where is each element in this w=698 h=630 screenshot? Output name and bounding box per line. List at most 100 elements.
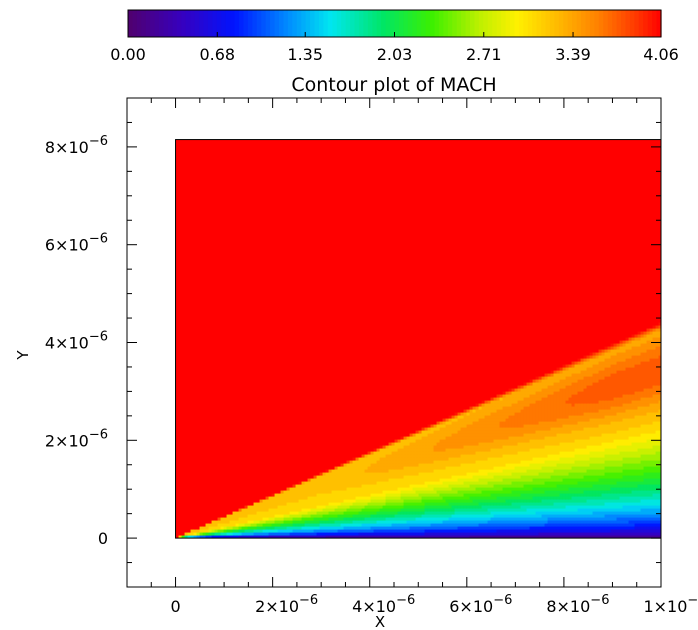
contour-cell [577, 481, 582, 486]
contour-cell [508, 514, 513, 519]
contour-cell [421, 475, 426, 480]
colorbar-strip [301, 10, 307, 37]
contour-cell [436, 442, 441, 447]
contour-cell [484, 454, 489, 459]
contour-cell [526, 451, 531, 456]
contour-cell [490, 472, 495, 477]
contour-cell [565, 370, 570, 375]
contour-cell [307, 523, 312, 528]
contour-cell [358, 517, 363, 522]
contour-cell [532, 463, 537, 468]
contour-cell [349, 499, 354, 504]
contour-cell [472, 415, 477, 420]
contour-cell [343, 472, 348, 477]
contour-cell [280, 529, 285, 534]
contour-cell [472, 469, 477, 474]
contour-cell [352, 460, 357, 465]
contour-cell [427, 481, 432, 486]
contour-cell [511, 430, 516, 435]
contour-cell [565, 532, 570, 537]
colorbar-strip [576, 10, 582, 37]
contour-cell [337, 484, 342, 489]
contour-cell [394, 520, 399, 525]
contour-cell [559, 499, 564, 504]
colorbar-strip [514, 10, 520, 37]
contour-cell [550, 463, 555, 468]
contour-cell [499, 454, 504, 459]
contour-cell [421, 526, 426, 531]
contour-cell [529, 457, 534, 462]
contour-cell [319, 505, 324, 510]
contour-cell [526, 445, 531, 450]
contour-cell [547, 424, 552, 429]
contour-cell [220, 535, 225, 539]
contour-cell [427, 433, 432, 438]
contour-cell [376, 505, 381, 510]
contour-cell [523, 412, 528, 417]
contour-cell [598, 418, 603, 423]
contour-cell [424, 469, 429, 474]
contour-cell [595, 478, 600, 483]
contour-cell [352, 493, 357, 498]
contour-cell [550, 484, 555, 489]
contour-cell [538, 493, 543, 498]
colorbar-strip [132, 10, 138, 37]
contour-cell [553, 388, 558, 393]
contour-cell [364, 454, 369, 459]
contour-cell [481, 502, 486, 507]
contour-cell [412, 463, 417, 468]
contour-cell [472, 487, 477, 492]
contour-cell [334, 535, 339, 539]
contour-cell [490, 403, 495, 408]
contour-cell [568, 508, 573, 513]
contour-cell [511, 421, 516, 426]
contour-cell [553, 433, 558, 438]
contour-cell [454, 424, 459, 429]
contour-cell [610, 436, 615, 441]
contour-cell [325, 535, 330, 539]
contour-cell [604, 514, 609, 519]
contour-cell [397, 511, 402, 516]
contour-cell [535, 454, 540, 459]
contour-cell [601, 475, 606, 480]
contour-cell [235, 511, 240, 516]
contour-cell [259, 526, 264, 531]
contour-cell [487, 475, 492, 480]
contour-cell [592, 439, 597, 444]
contour-cell [367, 484, 372, 489]
contour-cell [517, 457, 522, 462]
contour-cell [238, 511, 243, 516]
contour-cell [556, 520, 561, 525]
contour-cell [289, 526, 294, 531]
contour-cell [517, 472, 522, 477]
contour-cell [562, 517, 567, 522]
contour-cell [577, 451, 582, 456]
contour-cell [322, 484, 327, 489]
contour-cell [541, 391, 546, 396]
contour-cell [496, 394, 501, 399]
contour-cell [496, 496, 501, 501]
contour-cell [433, 481, 438, 486]
contour-cell [610, 499, 615, 504]
contour-cell [502, 448, 507, 453]
contour-cell [562, 385, 567, 390]
contour-cell [475, 469, 480, 474]
contour-cell [532, 478, 537, 483]
colorbar-strip [310, 10, 316, 37]
contour-cell [397, 502, 402, 507]
contour-cell [376, 496, 381, 501]
contour-cell [451, 487, 456, 492]
contour-cell [379, 535, 384, 539]
contour-cell [343, 484, 348, 489]
contour-cell [541, 523, 546, 528]
contour-cell [538, 454, 543, 459]
contour-cell [313, 493, 318, 498]
contour-cell [520, 391, 525, 396]
contour-cell [493, 442, 498, 447]
contour-cell [604, 475, 609, 480]
contour-cell [418, 523, 423, 528]
colorbar-strip [367, 10, 373, 37]
contour-cell [508, 412, 513, 417]
contour-cell [262, 520, 267, 525]
contour-cell [463, 466, 468, 471]
